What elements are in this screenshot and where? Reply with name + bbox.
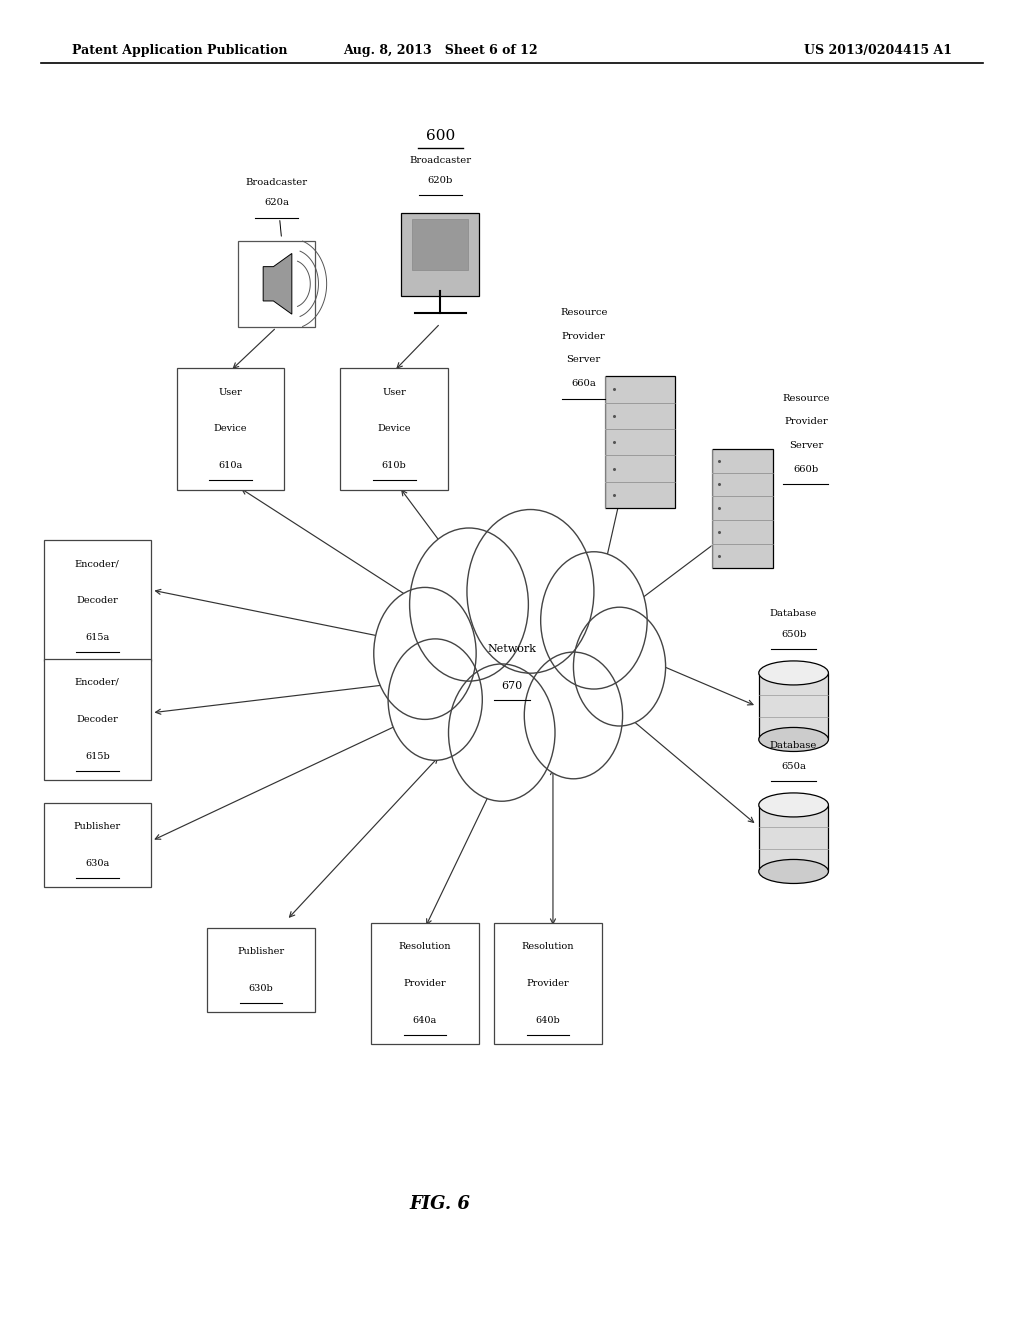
Text: Network: Network bbox=[487, 644, 537, 655]
Circle shape bbox=[573, 607, 666, 726]
Text: 610b: 610b bbox=[382, 462, 407, 470]
Text: Provider: Provider bbox=[784, 417, 827, 426]
Ellipse shape bbox=[759, 661, 828, 685]
Text: FIG. 6: FIG. 6 bbox=[410, 1195, 471, 1213]
Text: Provider: Provider bbox=[526, 979, 569, 987]
Circle shape bbox=[410, 528, 528, 681]
Text: 620a: 620a bbox=[264, 198, 289, 207]
Ellipse shape bbox=[759, 859, 828, 883]
FancyBboxPatch shape bbox=[238, 240, 315, 326]
Text: Decoder: Decoder bbox=[77, 715, 118, 723]
FancyBboxPatch shape bbox=[401, 214, 479, 296]
Text: 670: 670 bbox=[502, 681, 522, 692]
Text: 640a: 640a bbox=[413, 1016, 437, 1024]
Text: 615a: 615a bbox=[85, 634, 110, 642]
Text: Device: Device bbox=[214, 425, 247, 433]
Text: 620b: 620b bbox=[428, 176, 453, 185]
Polygon shape bbox=[263, 253, 292, 314]
Circle shape bbox=[388, 639, 482, 760]
Circle shape bbox=[449, 664, 555, 801]
Circle shape bbox=[374, 587, 476, 719]
Text: Resource: Resource bbox=[560, 308, 607, 317]
FancyBboxPatch shape bbox=[413, 219, 468, 269]
FancyBboxPatch shape bbox=[712, 449, 773, 568]
Text: Resolution: Resolution bbox=[521, 942, 574, 950]
Text: US 2013/0204415 A1: US 2013/0204415 A1 bbox=[804, 44, 952, 57]
Text: Publisher: Publisher bbox=[74, 822, 121, 830]
Text: Broadcaster: Broadcaster bbox=[246, 178, 307, 187]
Text: 660b: 660b bbox=[794, 465, 818, 474]
Text: 615b: 615b bbox=[85, 752, 110, 760]
FancyBboxPatch shape bbox=[207, 928, 315, 1012]
FancyBboxPatch shape bbox=[495, 923, 602, 1044]
Text: 600: 600 bbox=[426, 129, 455, 143]
Ellipse shape bbox=[759, 793, 828, 817]
Text: 630b: 630b bbox=[249, 985, 273, 993]
FancyBboxPatch shape bbox=[43, 540, 152, 661]
Text: Publisher: Publisher bbox=[238, 948, 285, 956]
Text: Resolution: Resolution bbox=[398, 942, 452, 950]
Text: Patent Application Publication: Patent Application Publication bbox=[72, 44, 287, 57]
FancyBboxPatch shape bbox=[340, 368, 449, 490]
Text: 650b: 650b bbox=[781, 630, 806, 639]
Circle shape bbox=[524, 652, 623, 779]
Text: 660a: 660a bbox=[571, 379, 596, 388]
Text: Broadcaster: Broadcaster bbox=[410, 156, 471, 165]
FancyBboxPatch shape bbox=[371, 923, 478, 1044]
Text: Encoder/: Encoder/ bbox=[75, 678, 120, 686]
FancyBboxPatch shape bbox=[605, 376, 675, 508]
Ellipse shape bbox=[759, 727, 828, 751]
Text: Server: Server bbox=[566, 355, 601, 364]
Text: User: User bbox=[218, 388, 243, 396]
Text: Provider: Provider bbox=[562, 331, 605, 341]
Circle shape bbox=[541, 552, 647, 689]
Text: Database: Database bbox=[770, 741, 817, 750]
Bar bbox=[759, 673, 828, 739]
Text: Device: Device bbox=[378, 425, 411, 433]
Text: Provider: Provider bbox=[403, 979, 446, 987]
Text: Decoder: Decoder bbox=[77, 597, 118, 605]
FancyBboxPatch shape bbox=[43, 659, 152, 780]
Text: Server: Server bbox=[788, 441, 823, 450]
Text: 650a: 650a bbox=[781, 762, 806, 771]
Bar bbox=[759, 805, 828, 871]
FancyBboxPatch shape bbox=[43, 803, 152, 887]
Text: Resource: Resource bbox=[782, 393, 829, 403]
Text: Database: Database bbox=[770, 609, 817, 618]
Text: Encoder/: Encoder/ bbox=[75, 560, 120, 568]
Circle shape bbox=[467, 510, 594, 673]
Circle shape bbox=[435, 561, 589, 759]
FancyBboxPatch shape bbox=[177, 368, 285, 490]
Text: User: User bbox=[382, 388, 407, 396]
Text: 630a: 630a bbox=[85, 859, 110, 867]
Text: 610a: 610a bbox=[218, 462, 243, 470]
Text: Aug. 8, 2013   Sheet 6 of 12: Aug. 8, 2013 Sheet 6 of 12 bbox=[343, 44, 538, 57]
Text: 640b: 640b bbox=[536, 1016, 560, 1024]
